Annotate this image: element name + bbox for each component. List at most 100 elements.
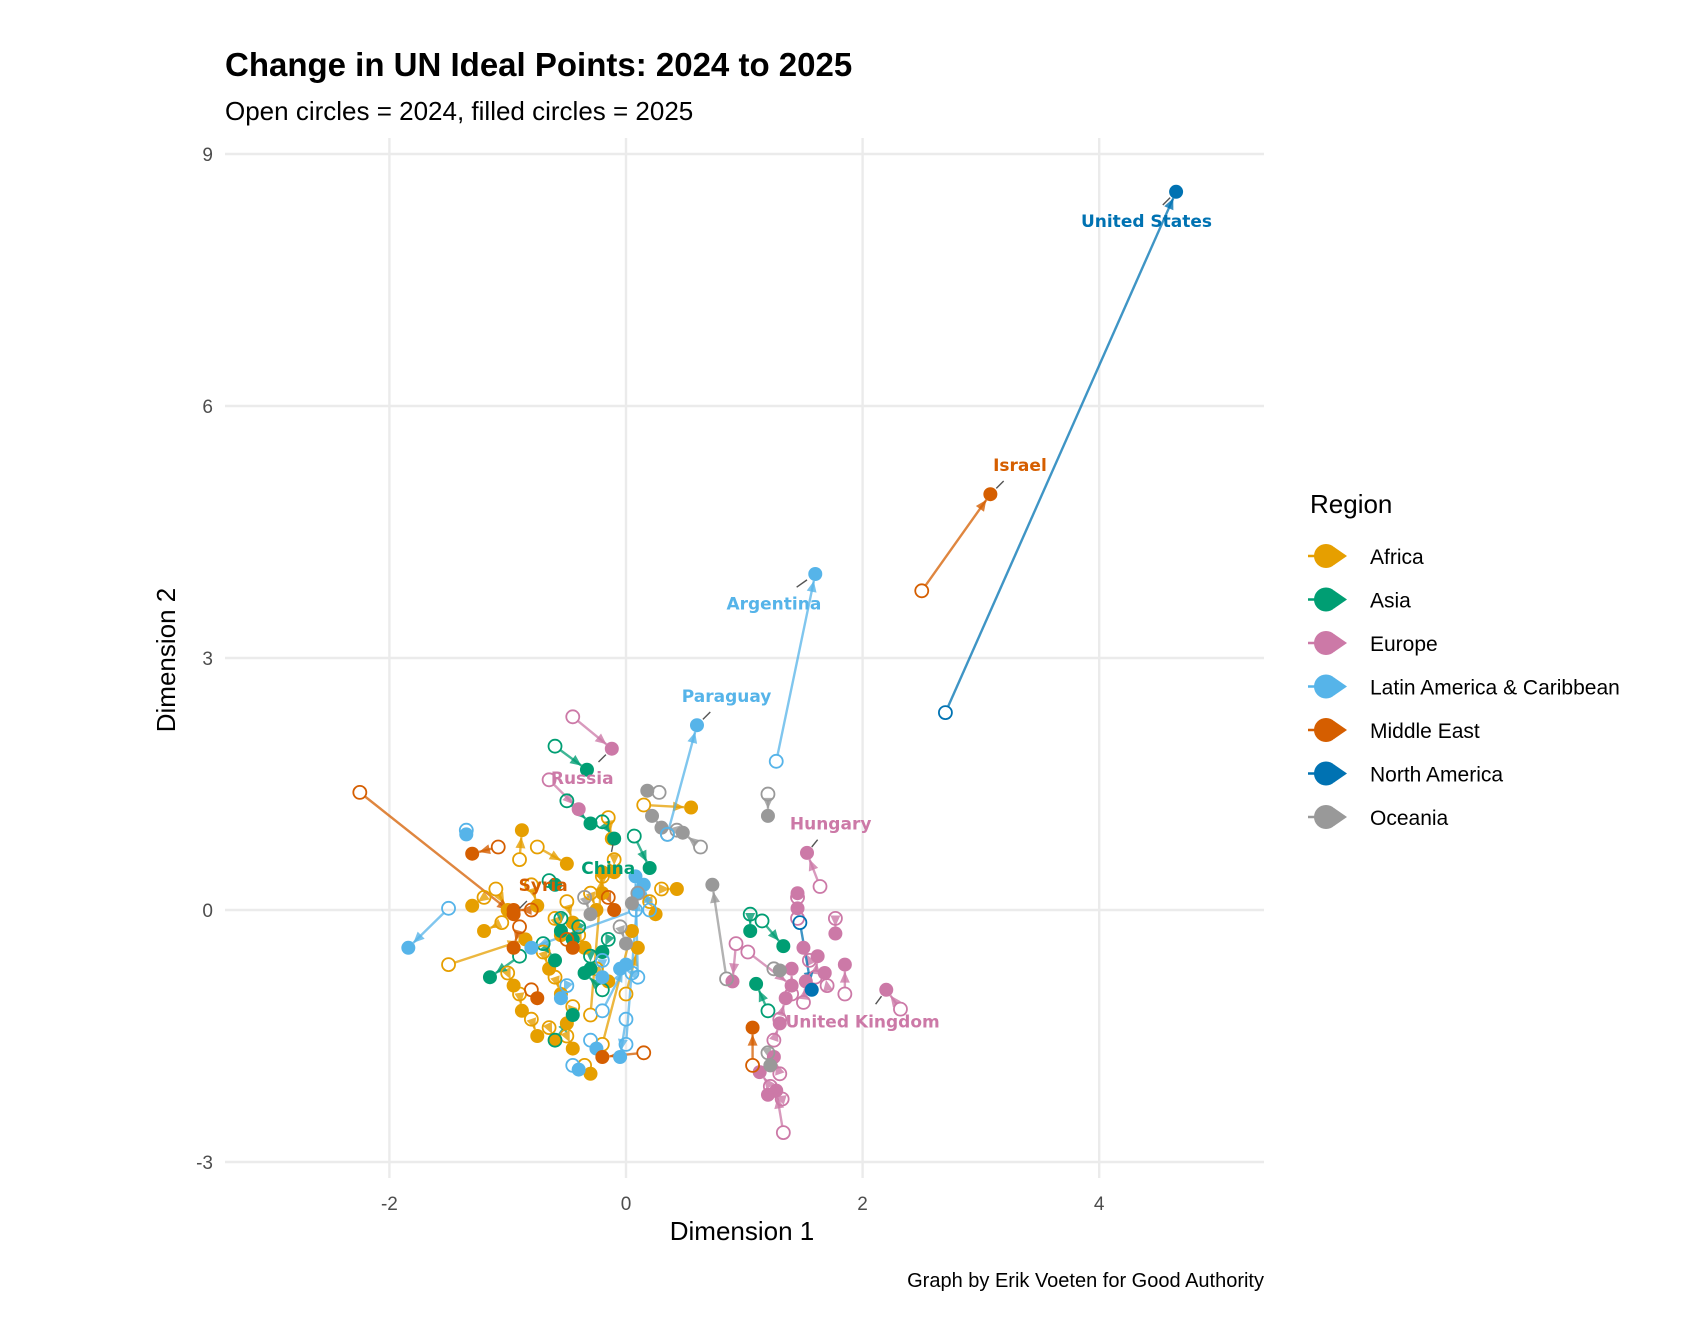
- arrow-head: [501, 967, 511, 980]
- x-axis-title: Dimension 1: [670, 1216, 815, 1246]
- legend-item: Europe: [1308, 631, 1438, 656]
- point-2025: [571, 802, 586, 817]
- legend-label: Oceania: [1370, 807, 1449, 830]
- point-2025: [790, 886, 805, 901]
- point-2024: [600, 890, 616, 905]
- point-2024: [523, 1011, 539, 1027]
- point-2025: [465, 898, 480, 913]
- point-2024: [512, 852, 527, 867]
- point-2024: [577, 890, 592, 905]
- arrow-head: [495, 962, 508, 974]
- country-label: United States: [1081, 212, 1212, 232]
- label-leader-line: [519, 900, 528, 909]
- legend-arrow-icon: [1334, 721, 1347, 739]
- point-2025: [524, 940, 539, 955]
- point-2024: [660, 827, 675, 842]
- point-2025: [776, 939, 791, 954]
- legend-key-icon: [1314, 674, 1338, 699]
- legend-key-icon: [1314, 718, 1338, 742]
- chart-subtitle: Open circles = 2024, filled circles = 20…: [225, 96, 693, 126]
- point-2025: [607, 865, 622, 880]
- point-2024: [571, 919, 587, 935]
- arrow-head: [658, 884, 670, 894]
- point-2025: [530, 1029, 545, 1043]
- point-2025: [752, 1065, 767, 1080]
- arrow-head: [823, 979, 833, 992]
- x-tick-label: 4: [1094, 1194, 1105, 1215]
- point-2024: [618, 1037, 634, 1052]
- point-2024: [636, 797, 652, 813]
- point-2024: [914, 583, 930, 599]
- point-2024: [740, 944, 756, 960]
- point-2025: [654, 820, 669, 835]
- point-2025: [1169, 184, 1184, 199]
- point-2024: [547, 911, 563, 926]
- arrow-head: [747, 1034, 758, 1046]
- point-2025: [669, 882, 684, 896]
- point-2024: [559, 894, 575, 909]
- arrow-head: [477, 891, 490, 902]
- point-2025: [607, 831, 622, 846]
- arrow-head: [515, 837, 526, 849]
- point-2025: [477, 924, 492, 938]
- legend-arrow-icon: [1334, 634, 1347, 652]
- point-2024: [642, 894, 658, 909]
- point-2024: [488, 881, 504, 897]
- point-2024: [476, 890, 492, 905]
- arrow-head: [890, 995, 901, 1008]
- point-2025: [784, 961, 799, 976]
- point-2024: [494, 915, 510, 930]
- point-2024: [762, 1079, 778, 1094]
- label-leader-line: [796, 579, 808, 588]
- arrow-head: [729, 963, 740, 975]
- x-axis-ticks: -2 0 2 4: [381, 1194, 1105, 1215]
- point-2025: [619, 936, 633, 951]
- y-axis-ticks: -3 0 3 6 9: [196, 145, 213, 1174]
- point-2024: [745, 1058, 760, 1073]
- point-2025: [506, 907, 521, 922]
- point-2024: [827, 911, 843, 926]
- y-tick-label: 6: [202, 397, 213, 418]
- chart-title: Change in UN Ideal Points: 2024 to 2025: [225, 46, 852, 83]
- arrow-head: [589, 977, 602, 990]
- point-2025: [613, 1050, 628, 1064]
- arrow-head: [806, 954, 816, 967]
- point-2024: [775, 1125, 791, 1140]
- label-leader-line: [610, 844, 614, 852]
- point-2024: [512, 919, 527, 935]
- point-2025: [553, 991, 568, 1006]
- point-2024: [938, 705, 953, 720]
- point-2024: [559, 978, 575, 993]
- x-tick-label: 0: [621, 1194, 632, 1215]
- point-2025: [482, 970, 497, 985]
- x-tick-label: -2: [381, 1194, 398, 1215]
- arrow-head: [560, 1030, 570, 1043]
- point-2025: [583, 816, 598, 831]
- point-2024: [626, 828, 642, 844]
- country-labels: United States Israel Argentina Paraguay Syri…: [519, 197, 1212, 1033]
- country-label: Syria: [519, 876, 568, 896]
- point-2025: [837, 957, 852, 972]
- arrow-head: [806, 580, 817, 593]
- point-2025: [624, 896, 639, 911]
- point-2024: [760, 786, 776, 802]
- arrow-head: [637, 849, 647, 862]
- point-2024: [651, 785, 667, 800]
- point-2024: [642, 902, 658, 918]
- legend-arrow-icon: [1334, 764, 1347, 783]
- country-label: China: [581, 859, 635, 879]
- point-2025: [465, 846, 480, 861]
- label-leader-line: [702, 711, 711, 720]
- point-2025: [577, 966, 592, 980]
- point-2024: [547, 738, 563, 754]
- arrow-head: [1164, 198, 1174, 211]
- point-2024: [594, 982, 610, 998]
- point-2024: [547, 1032, 563, 1048]
- point-2025: [506, 940, 521, 955]
- label-leader-line: [995, 480, 1005, 489]
- point-2024: [654, 881, 669, 897]
- legend-label: North America: [1370, 764, 1503, 787]
- legend-label: Asia: [1370, 590, 1411, 613]
- point-2024: [500, 965, 516, 981]
- point-2025: [571, 1062, 586, 1077]
